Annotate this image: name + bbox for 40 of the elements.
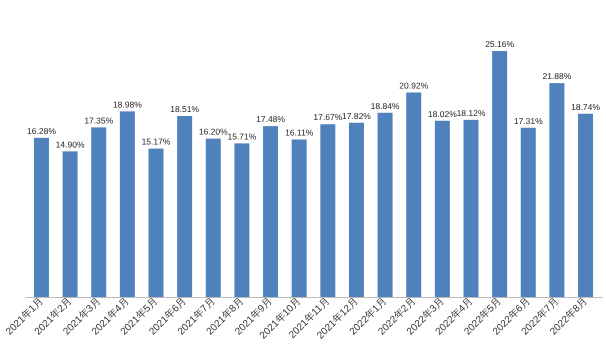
bar <box>320 124 336 297</box>
data-label: 14.90% <box>56 139 85 150</box>
bar <box>492 51 508 297</box>
data-label: 20.92% <box>399 80 429 90</box>
bar <box>148 148 164 297</box>
data-label: 21.88% <box>542 71 572 82</box>
bar <box>263 126 278 297</box>
bar <box>34 138 49 297</box>
data-label: 16.28% <box>27 126 56 136</box>
bar <box>177 116 192 297</box>
data-label: 17.31% <box>514 116 544 126</box>
data-label: 18.74% <box>571 102 600 112</box>
bar <box>234 143 250 297</box>
data-label: 18.98% <box>112 99 142 110</box>
data-label: 18.51% <box>170 104 200 114</box>
data-label: 15.17% <box>142 136 171 147</box>
data-label: 17.82% <box>342 110 372 121</box>
data-label: 17.35% <box>84 115 114 126</box>
data-label: 15.71% <box>227 131 257 142</box>
bar <box>578 114 594 297</box>
data-label: 16.20% <box>198 126 228 137</box>
data-label: 18.84% <box>370 100 400 111</box>
bar <box>406 92 422 297</box>
bar <box>378 112 393 297</box>
bar <box>348 122 364 297</box>
data-label: 25.16% <box>485 39 514 49</box>
data-label: 17.67% <box>313 112 343 122</box>
bar <box>463 120 478 297</box>
data-label: 16.11% <box>285 127 314 138</box>
bar <box>206 138 221 297</box>
bar <box>434 120 450 297</box>
data-label: 17.48% <box>256 114 286 124</box>
bar <box>520 128 536 297</box>
bar <box>292 139 307 297</box>
bar <box>549 83 564 297</box>
bar <box>62 151 78 297</box>
data-label: 18.12% <box>456 108 486 118</box>
bar <box>91 127 106 297</box>
data-label: 18.02% <box>428 108 458 119</box>
bar <box>120 111 135 297</box>
